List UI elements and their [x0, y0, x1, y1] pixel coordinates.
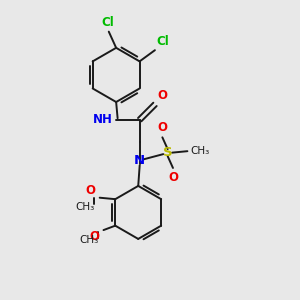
Text: O: O — [158, 89, 167, 102]
Text: O: O — [89, 230, 99, 242]
Text: O: O — [85, 184, 95, 197]
Text: CH₃: CH₃ — [190, 146, 210, 156]
Text: O: O — [168, 171, 178, 184]
Text: NH: NH — [92, 113, 112, 126]
Text: Cl: Cl — [101, 16, 114, 29]
Text: N: N — [134, 154, 145, 167]
Text: CH₃: CH₃ — [80, 236, 99, 245]
Text: Cl: Cl — [156, 35, 169, 48]
Text: O: O — [158, 122, 167, 134]
Text: S: S — [163, 146, 172, 159]
Text: CH₃: CH₃ — [76, 202, 95, 212]
